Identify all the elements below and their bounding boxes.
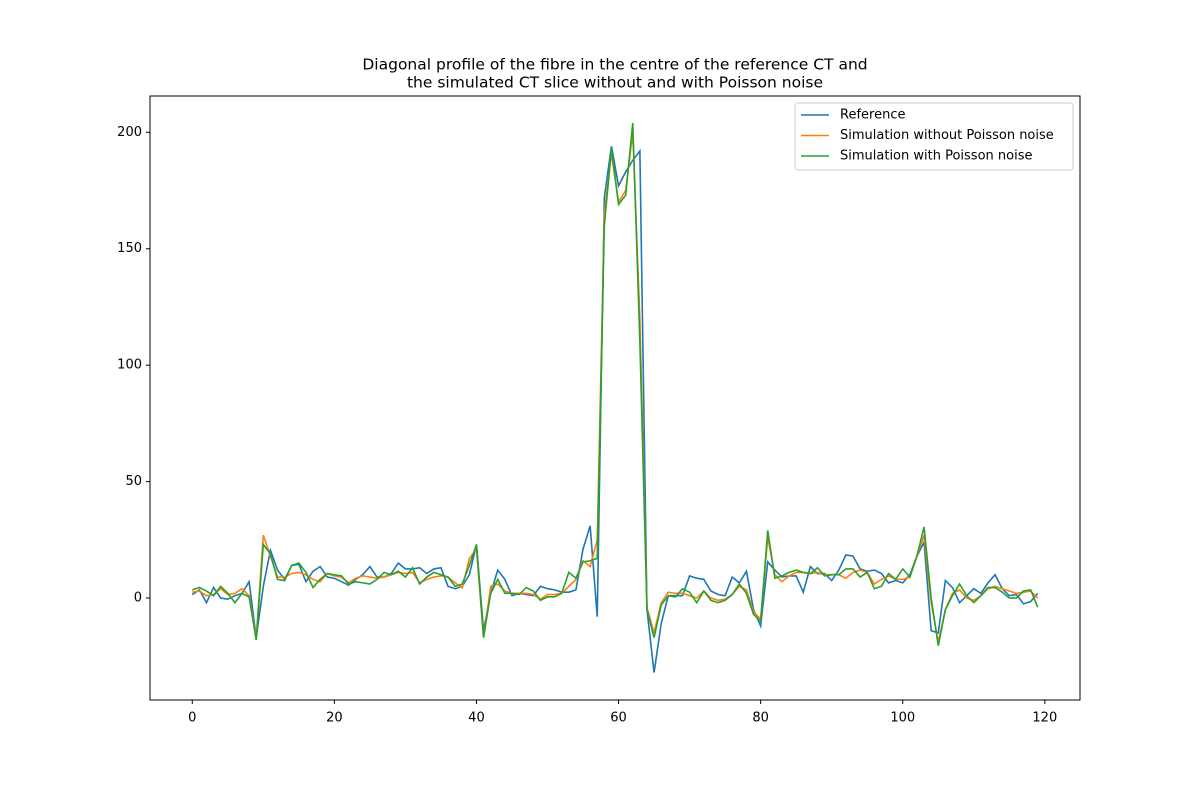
y-tick-label: 200 [117,125,142,140]
chart-title: Diagonal profile of the fibre in the cen… [362,56,867,74]
y-tick-label: 100 [117,358,142,373]
x-tick-label: 100 [890,711,915,726]
series-line [192,122,1039,646]
x-tick-label: 60 [610,711,627,726]
x-tick-label: 80 [752,711,769,726]
y-tick-label: 50 [125,474,142,489]
x-tick-label: 40 [468,711,485,726]
x-tick-label: 0 [188,711,196,726]
x-tick-label: 120 [1032,711,1057,726]
y-tick-label: 150 [117,241,142,256]
chart-title: the simulated CT slice without and with … [407,74,823,92]
legend-box [794,102,1074,171]
legend-label: Simulation without Poisson noise [840,128,1054,143]
series-line [191,146,1039,673]
legend-label: Simulation with Poisson noise [840,149,1032,164]
x-tick-label: 20 [326,711,343,726]
legend-label: Reference [840,108,905,123]
y-tick-label: 0 [134,591,142,606]
series-line [192,132,1039,643]
plot-frame [149,95,1081,701]
